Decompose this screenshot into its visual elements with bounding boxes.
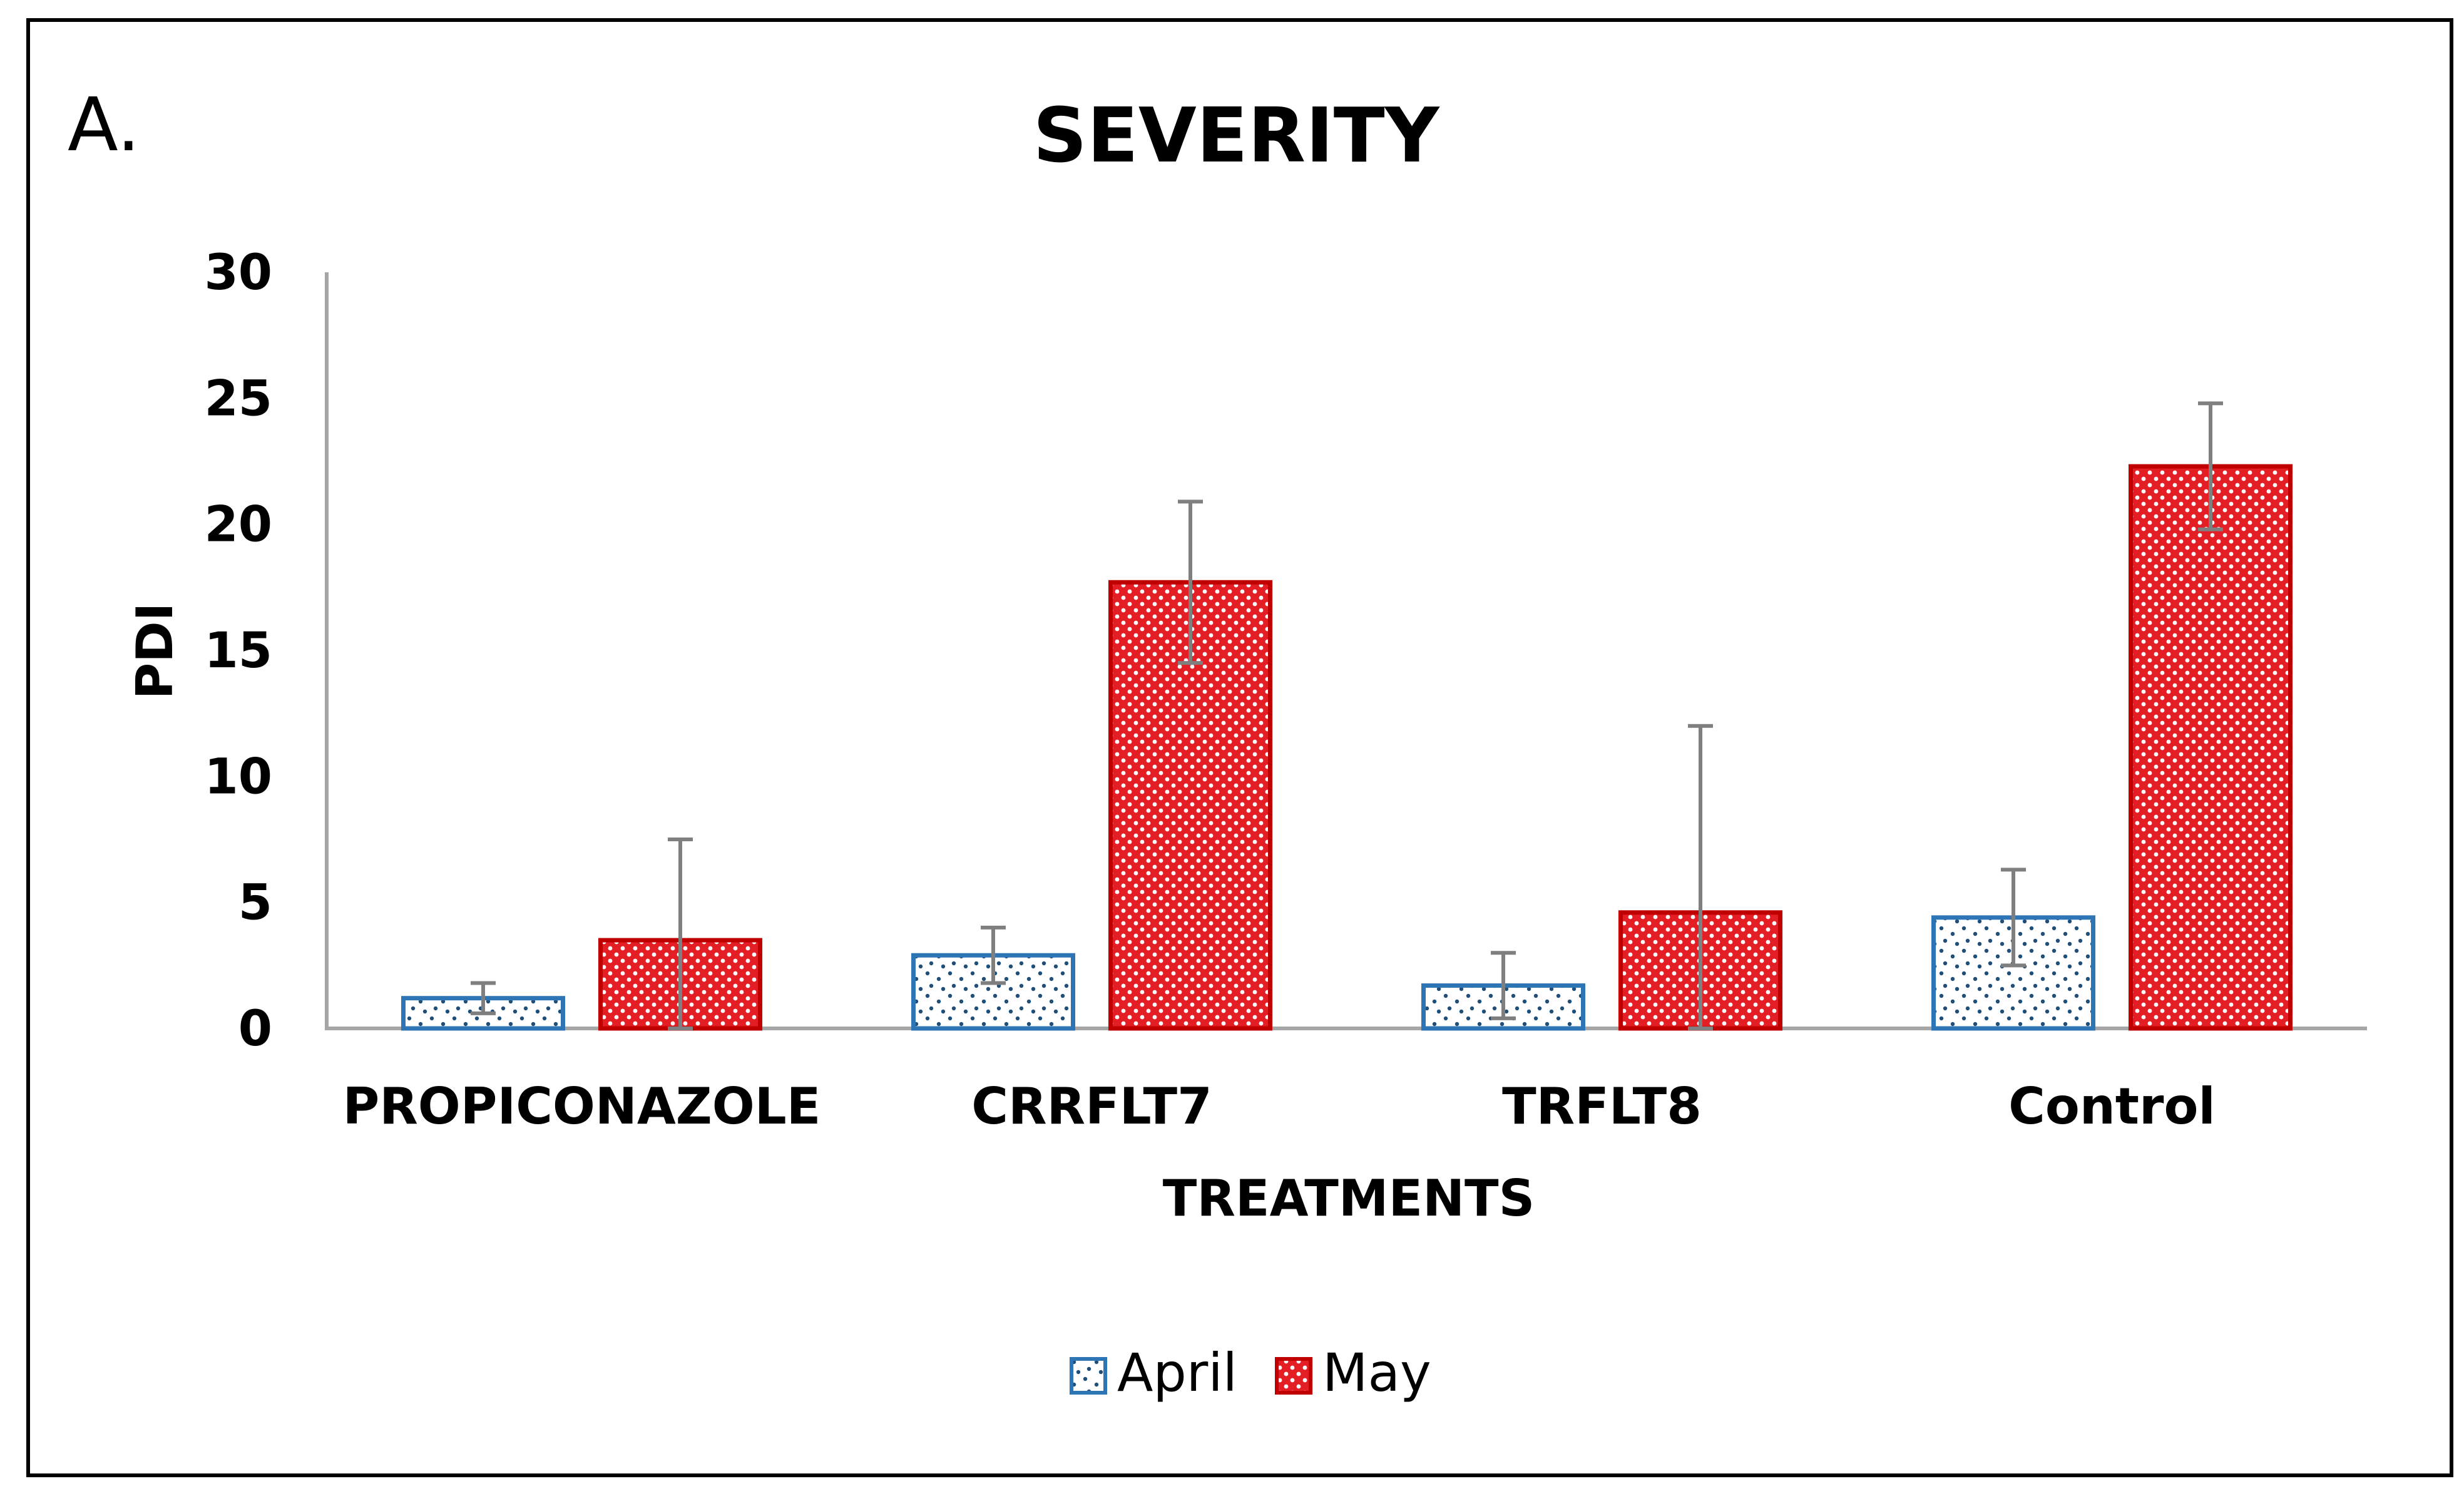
y-tick-label: 25 — [204, 371, 272, 427]
legend-label-may: May — [1322, 1342, 1431, 1403]
y-tick-label: 15 — [204, 623, 272, 679]
y-tick-label: 30 — [204, 245, 272, 301]
y-tick-label: 0 — [238, 1001, 272, 1057]
x-tick-label: Control — [2008, 1077, 2216, 1135]
x-tick-label: CRRFLT7 — [971, 1077, 1212, 1135]
legend-swatch-may — [1275, 1357, 1312, 1395]
y-axis-title: PDI — [126, 603, 184, 700]
x-tick-label: PROPICONAZOLE — [343, 1077, 821, 1135]
x-axis-title: TREATMENTS — [1163, 1169, 1535, 1227]
x-tick-label: TRFLT8 — [1502, 1077, 1702, 1135]
legend-swatch-april — [1070, 1357, 1107, 1395]
y-tick-labels: 0 5 10 15 20 25 30 — [204, 245, 272, 1057]
legend-item-april: April — [1070, 1342, 1237, 1403]
legend-label-april: April — [1117, 1342, 1237, 1403]
y-tick-label: 10 — [204, 749, 272, 805]
legend-item-may: May — [1275, 1342, 1431, 1403]
y-tick-label: 5 — [238, 875, 272, 931]
bar-may — [2129, 464, 2293, 1031]
error-bars — [471, 401, 2223, 1030]
panel-label: A. — [68, 81, 140, 168]
y-tick-label: 20 — [204, 497, 272, 553]
x-tick-labels: PROPICONAZOLE CRRFLT7 TRFLT8 Control — [343, 1077, 2216, 1135]
chart-title: SEVERITY — [1033, 93, 1440, 180]
legend: April May — [1070, 1342, 1431, 1403]
